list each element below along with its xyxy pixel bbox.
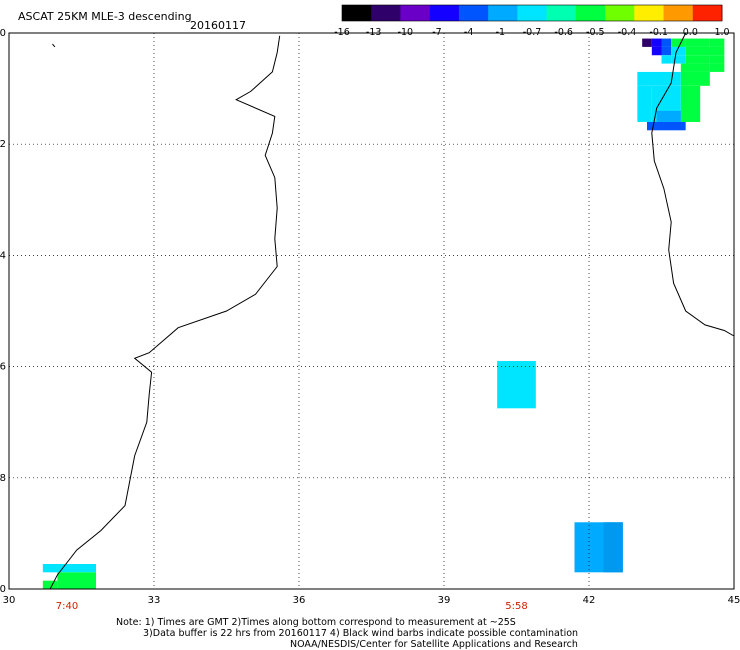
wind-cell bbox=[42, 563, 96, 573]
time-label: 5:58 bbox=[505, 601, 527, 612]
colorbar-swatch bbox=[663, 5, 694, 21]
axis-ticks: -20 -22 -24 -26 -28 -3030 33 36 39 42 45 7:40 5:58 bbox=[0, 28, 740, 612]
y-tick-label: -20 bbox=[0, 28, 6, 39]
colorbar-swatch bbox=[605, 5, 635, 21]
colorbar-swatch bbox=[546, 5, 577, 21]
wind-cell bbox=[637, 71, 681, 86]
note-line-3: NOAA/NESDIS/Center for Satellite Applica… bbox=[290, 639, 578, 650]
wind-cell bbox=[685, 46, 725, 56]
time-label: 7:40 bbox=[56, 601, 78, 612]
wind-cell bbox=[651, 46, 662, 56]
x-tick-label: 42 bbox=[583, 595, 596, 606]
wind-cell bbox=[637, 85, 652, 122]
colorbar-frame bbox=[341, 4, 723, 22]
wind-cell bbox=[680, 63, 710, 72]
y-tick-label: -28 bbox=[0, 473, 6, 484]
x-tick-label: 36 bbox=[293, 595, 306, 606]
note-line-1: Note: 1) Times are GMT 2)Times along bot… bbox=[116, 617, 516, 628]
wind-cell bbox=[685, 55, 710, 64]
y-tick-label: -24 bbox=[0, 250, 6, 261]
wind-cell bbox=[603, 522, 623, 573]
coastlines bbox=[49, 32, 735, 590]
wind-cell bbox=[671, 38, 686, 47]
y-tick-label: -30 bbox=[0, 584, 6, 595]
wind-cell bbox=[709, 63, 725, 72]
wind-cell bbox=[661, 38, 672, 47]
wind-cell bbox=[661, 55, 672, 64]
wind-cell bbox=[671, 46, 686, 56]
y-tick-label: -26 bbox=[0, 362, 6, 373]
colorbar-swatch bbox=[575, 5, 606, 21]
colorbar-swatch bbox=[488, 5, 518, 21]
wind-cells bbox=[42, 38, 725, 589]
y-tick-label: -22 bbox=[0, 139, 6, 150]
plot-frame bbox=[8, 32, 735, 590]
colorbar-swatch bbox=[458, 5, 489, 21]
colorbar-swatch bbox=[342, 5, 372, 21]
wind-cell bbox=[685, 38, 710, 47]
colorbar-swatch bbox=[634, 5, 665, 21]
grid-lines bbox=[9, 33, 734, 589]
wind-cell bbox=[680, 85, 701, 122]
colorbar-swatch bbox=[429, 5, 460, 21]
wind-cell bbox=[642, 38, 652, 47]
colorbar-swatch bbox=[517, 5, 548, 21]
coastline-islands bbox=[52, 43, 56, 48]
x-tick-label: 30 bbox=[3, 595, 16, 606]
chart-date: 20160117 bbox=[190, 19, 246, 32]
colorbar-swatch bbox=[400, 5, 431, 21]
colorbar-swatch bbox=[371, 5, 401, 21]
wind-cell bbox=[42, 580, 58, 589]
wind-cell bbox=[57, 572, 96, 589]
wind-cell bbox=[647, 121, 686, 131]
chart-title: ASCAT 25KM MLE-3 descending bbox=[18, 10, 192, 23]
x-tick-label: 33 bbox=[148, 595, 161, 606]
wind-cell bbox=[680, 71, 710, 86]
coastline-madagascar bbox=[651, 32, 735, 337]
note-line-2: 3)Data buffer is 22 hrs from 20160117 4)… bbox=[143, 628, 578, 639]
coastline-africa bbox=[49, 35, 281, 590]
wind-cell bbox=[671, 55, 686, 64]
wind-cell bbox=[661, 46, 672, 56]
wind-cell bbox=[656, 110, 681, 122]
wind-cell bbox=[709, 55, 725, 64]
x-tick-label: 45 bbox=[728, 595, 740, 606]
wind-cell bbox=[709, 38, 725, 47]
x-tick-label: 39 bbox=[438, 595, 451, 606]
wind-cell bbox=[497, 361, 536, 409]
colorbar-swatch bbox=[692, 5, 723, 21]
wind-cell bbox=[651, 38, 662, 47]
